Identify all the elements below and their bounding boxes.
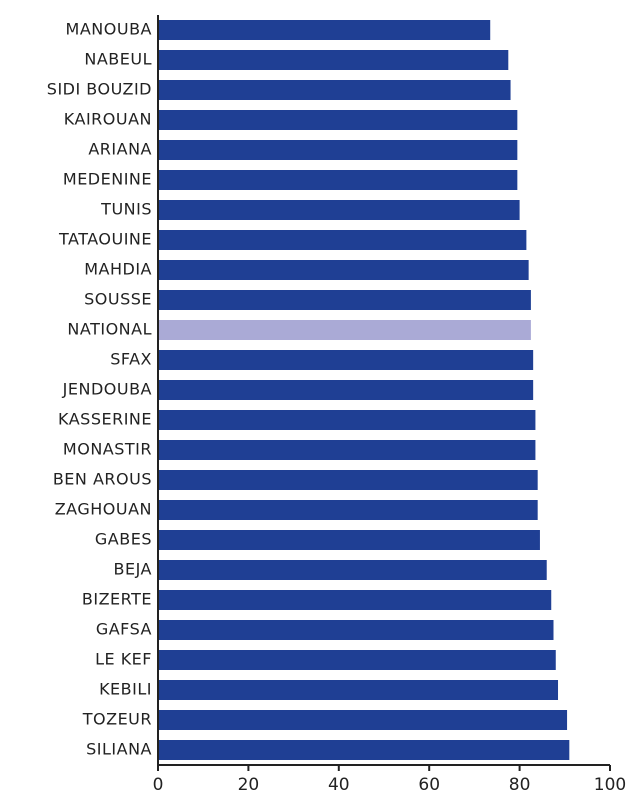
y-tick-label: GABES <box>95 530 152 549</box>
bar <box>158 710 568 730</box>
bar <box>158 560 547 580</box>
bar <box>158 740 570 760</box>
bar <box>158 290 531 310</box>
y-tick-label: BEJA <box>114 560 152 579</box>
bar <box>158 80 511 100</box>
y-tick-label: MAHDIA <box>84 260 152 279</box>
bar <box>158 440 536 460</box>
bar <box>158 170 518 190</box>
x-tick-label: 100 <box>594 775 626 792</box>
y-tick-label: ZAGHOUAN <box>55 500 152 519</box>
bar <box>158 50 509 70</box>
bar <box>158 230 527 250</box>
bar <box>158 650 556 670</box>
y-tick-label: KASSERINE <box>58 410 152 429</box>
x-tick-label: 40 <box>328 775 350 792</box>
y-tick-label: SOUSSE <box>84 290 152 309</box>
bar <box>158 530 540 550</box>
x-tick-label: 0 <box>153 775 164 792</box>
y-tick-label: BIZERTE <box>82 590 152 609</box>
bar <box>158 470 538 490</box>
bar <box>158 500 538 520</box>
y-tick-label: KEBILI <box>99 680 152 699</box>
y-tick-label: JENDOUBA <box>62 380 152 399</box>
y-tick-label: BEN AROUS <box>53 470 152 489</box>
y-tick-label: MONASTIR <box>63 440 152 459</box>
bar <box>158 350 534 370</box>
y-tick-label: TATAOUINE <box>58 230 152 249</box>
y-tick-label: ARIANA <box>88 140 152 159</box>
y-tick-label: MEDENINE <box>63 170 152 189</box>
bar <box>158 680 559 700</box>
bar <box>158 320 531 340</box>
y-tick-label: SFAX <box>110 350 152 369</box>
x-tick-label: 60 <box>418 775 440 792</box>
bar <box>158 140 518 160</box>
y-tick-label: SILIANA <box>86 740 152 759</box>
bar <box>158 260 529 280</box>
bar <box>158 200 520 220</box>
y-tick-label: GAFSA <box>96 620 152 639</box>
y-tick-label: TUNIS <box>100 200 152 219</box>
bar <box>158 590 552 610</box>
x-tick-label: 80 <box>509 775 531 792</box>
y-tick-label: NATIONAL <box>67 320 152 339</box>
y-tick-label: NABEUL <box>84 50 152 69</box>
bar <box>158 20 491 40</box>
x-tick-label: 20 <box>238 775 260 792</box>
bar <box>158 380 534 400</box>
y-tick-label: MANOUBA <box>66 20 152 39</box>
bar <box>158 110 518 130</box>
bar <box>158 620 554 640</box>
bar <box>158 410 536 430</box>
y-tick-label: LE KEF <box>95 650 152 669</box>
y-tick-label: TOZEUR <box>82 710 152 729</box>
y-tick-label: KAIROUAN <box>64 110 152 129</box>
y-tick-label: SIDI BOUZID <box>47 80 152 99</box>
